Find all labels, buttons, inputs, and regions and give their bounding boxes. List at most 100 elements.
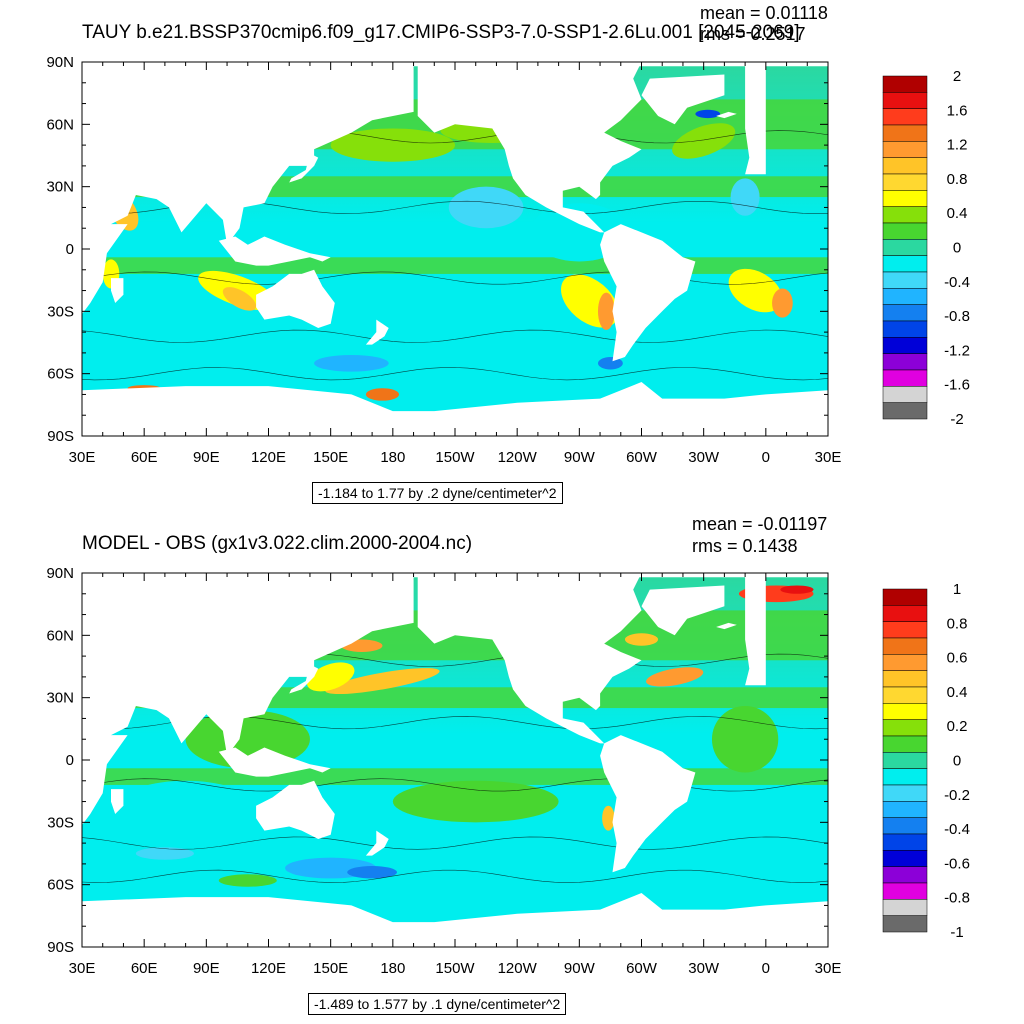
- y-tick-label-60S: 60S: [47, 877, 74, 894]
- land-iceland: [716, 111, 737, 119]
- colorbar-swatch-5: [882, 670, 928, 688]
- y-tick-label-30S: 30S: [47, 814, 74, 831]
- field-anomaly-9: [347, 865, 397, 879]
- colorbar-swatch-8: [882, 719, 928, 737]
- colorbar-swatch-10: [882, 239, 928, 256]
- y-tick-label-30N: 30N: [46, 179, 74, 196]
- x-tick-label-150E: 150E: [313, 960, 348, 977]
- land-north-america: [417, 573, 642, 744]
- panel1-rms: rms = 0.2517: [700, 24, 806, 44]
- colorbar-label-0: 0: [953, 753, 961, 770]
- colorbar-swatch-12: [882, 784, 928, 802]
- colorbar-swatch-17: [882, 353, 928, 371]
- colorbar-swatch-17: [882, 866, 928, 884]
- field-anomaly-15: [695, 109, 721, 119]
- panel2-title: MODEL - OBS (gx1v3.022.clim.2000-2004.nc…: [82, 533, 473, 554]
- field-anomaly-11: [392, 780, 559, 823]
- panel2-field: [82, 573, 828, 947]
- colorbar-swatch-4: [882, 141, 928, 158]
- colorbar-swatch-7: [882, 703, 928, 720]
- land-new-zealand: [365, 830, 389, 856]
- x-tick-label-60W: 60W: [626, 449, 658, 466]
- field-anomaly-14: [597, 357, 623, 370]
- field-anomaly-14: [123, 780, 248, 823]
- x-tick-label-120W: 120W: [498, 960, 538, 977]
- colorbar-label-1.2: 1.2: [947, 137, 968, 154]
- colorbar-swatch-16: [882, 337, 928, 354]
- field-anomaly-3: [646, 667, 704, 687]
- x-tick-label-120E: 120E: [251, 960, 286, 977]
- field-anomaly-0: [325, 668, 440, 695]
- field-anomaly-11: [330, 128, 456, 162]
- colorbar-swatch-12: [882, 271, 928, 289]
- colorbar-swatch-6: [882, 686, 928, 704]
- field-anomaly-16: [218, 874, 277, 887]
- colorbar-label-0.6: 0.6: [947, 650, 968, 667]
- colorbar-swatch-14: [882, 817, 928, 835]
- field-anomaly-1: [222, 287, 257, 311]
- y-tick-label-90S: 90S: [47, 939, 74, 956]
- land-indonesia: [218, 747, 331, 777]
- contour-line-3: [82, 329, 828, 343]
- colorbar-label-1.6: 1.6: [947, 102, 968, 119]
- y-tick-label-60S: 60S: [47, 366, 74, 383]
- field-anomaly-18: [448, 186, 524, 229]
- colorbar-label-1: 1: [953, 581, 961, 598]
- colorbar-swatch-1: [882, 605, 928, 622]
- land-eurasia: [82, 573, 414, 756]
- panel2-mean: mean = -0.01197: [692, 514, 828, 534]
- colorbar-swatch-11: [882, 768, 928, 786]
- field-anomaly-3: [597, 292, 615, 331]
- x-tick-label-60W: 60W: [626, 960, 658, 977]
- colorbar-swatch-0: [882, 75, 928, 93]
- land-madagascar: [111, 278, 124, 303]
- land-indonesia: [218, 236, 331, 266]
- colorbar-swatch-10: [882, 752, 928, 769]
- colorbar-swatch-16: [882, 850, 928, 867]
- contour-line-3: [82, 836, 828, 850]
- colorbar-label--1.2: -1.2: [944, 342, 970, 359]
- x-tick-label-120W: 120W: [498, 449, 538, 466]
- land-australia: [256, 780, 335, 839]
- colorbar-swatch-15: [882, 320, 928, 338]
- colorbar-label--2: -2: [950, 411, 963, 428]
- contour-line-4: [82, 367, 828, 381]
- x-tick-label-30W: 30W: [688, 449, 720, 466]
- colorbar-swatch-7: [882, 190, 928, 207]
- x-tick-label-180: 180: [380, 960, 405, 977]
- contour-line-4: [82, 869, 828, 883]
- land-eurasia: [82, 62, 414, 245]
- colorbar-swatch-4: [882, 654, 928, 671]
- field-anomaly-4: [624, 633, 659, 646]
- colorbar-swatch-20: [882, 915, 928, 933]
- land-greenland: [641, 74, 725, 125]
- colorbar-swatch-15: [882, 833, 928, 851]
- colorbar-swatch-19: [882, 899, 928, 916]
- colorbar-label-0.8: 0.8: [947, 615, 968, 632]
- colorbar-label--0.4: -0.4: [944, 821, 970, 838]
- land-europe-w: [745, 573, 766, 686]
- x-tick-label-150E: 150E: [313, 449, 348, 466]
- y-tick-label-30N: 30N: [46, 690, 74, 707]
- colorbar-swatch-8: [882, 206, 928, 224]
- x-tick-label-30E: 30E: [815, 960, 842, 977]
- x-tick-label-90E: 90E: [193, 449, 220, 466]
- contour-line-2: [82, 778, 828, 792]
- y-tick-label-0: 0: [66, 752, 74, 769]
- y-tick-label-0: 0: [66, 241, 74, 258]
- colorbar-swatch-2: [882, 108, 928, 126]
- x-tick-label-60E: 60E: [131, 449, 158, 466]
- field-anomaly-12: [672, 123, 736, 159]
- y-tick-label-60N: 60N: [46, 116, 74, 133]
- field-anomaly-13: [314, 354, 389, 372]
- contour-line-2: [82, 271, 828, 285]
- land-madagascar: [111, 789, 124, 814]
- land-greenland: [641, 585, 725, 636]
- colorbar-label--1.6: -1.6: [944, 377, 970, 394]
- x-tick-label-90W: 90W: [564, 960, 596, 977]
- panel2-range-info: -1.489 to 1.577 by .1 dyne/centimeter^2: [308, 993, 567, 1015]
- colorbar-swatch-3: [882, 637, 928, 655]
- field-anomaly-8: [365, 388, 400, 401]
- x-tick-label-90E: 90E: [193, 960, 220, 977]
- panel1-map: [81, 61, 928, 437]
